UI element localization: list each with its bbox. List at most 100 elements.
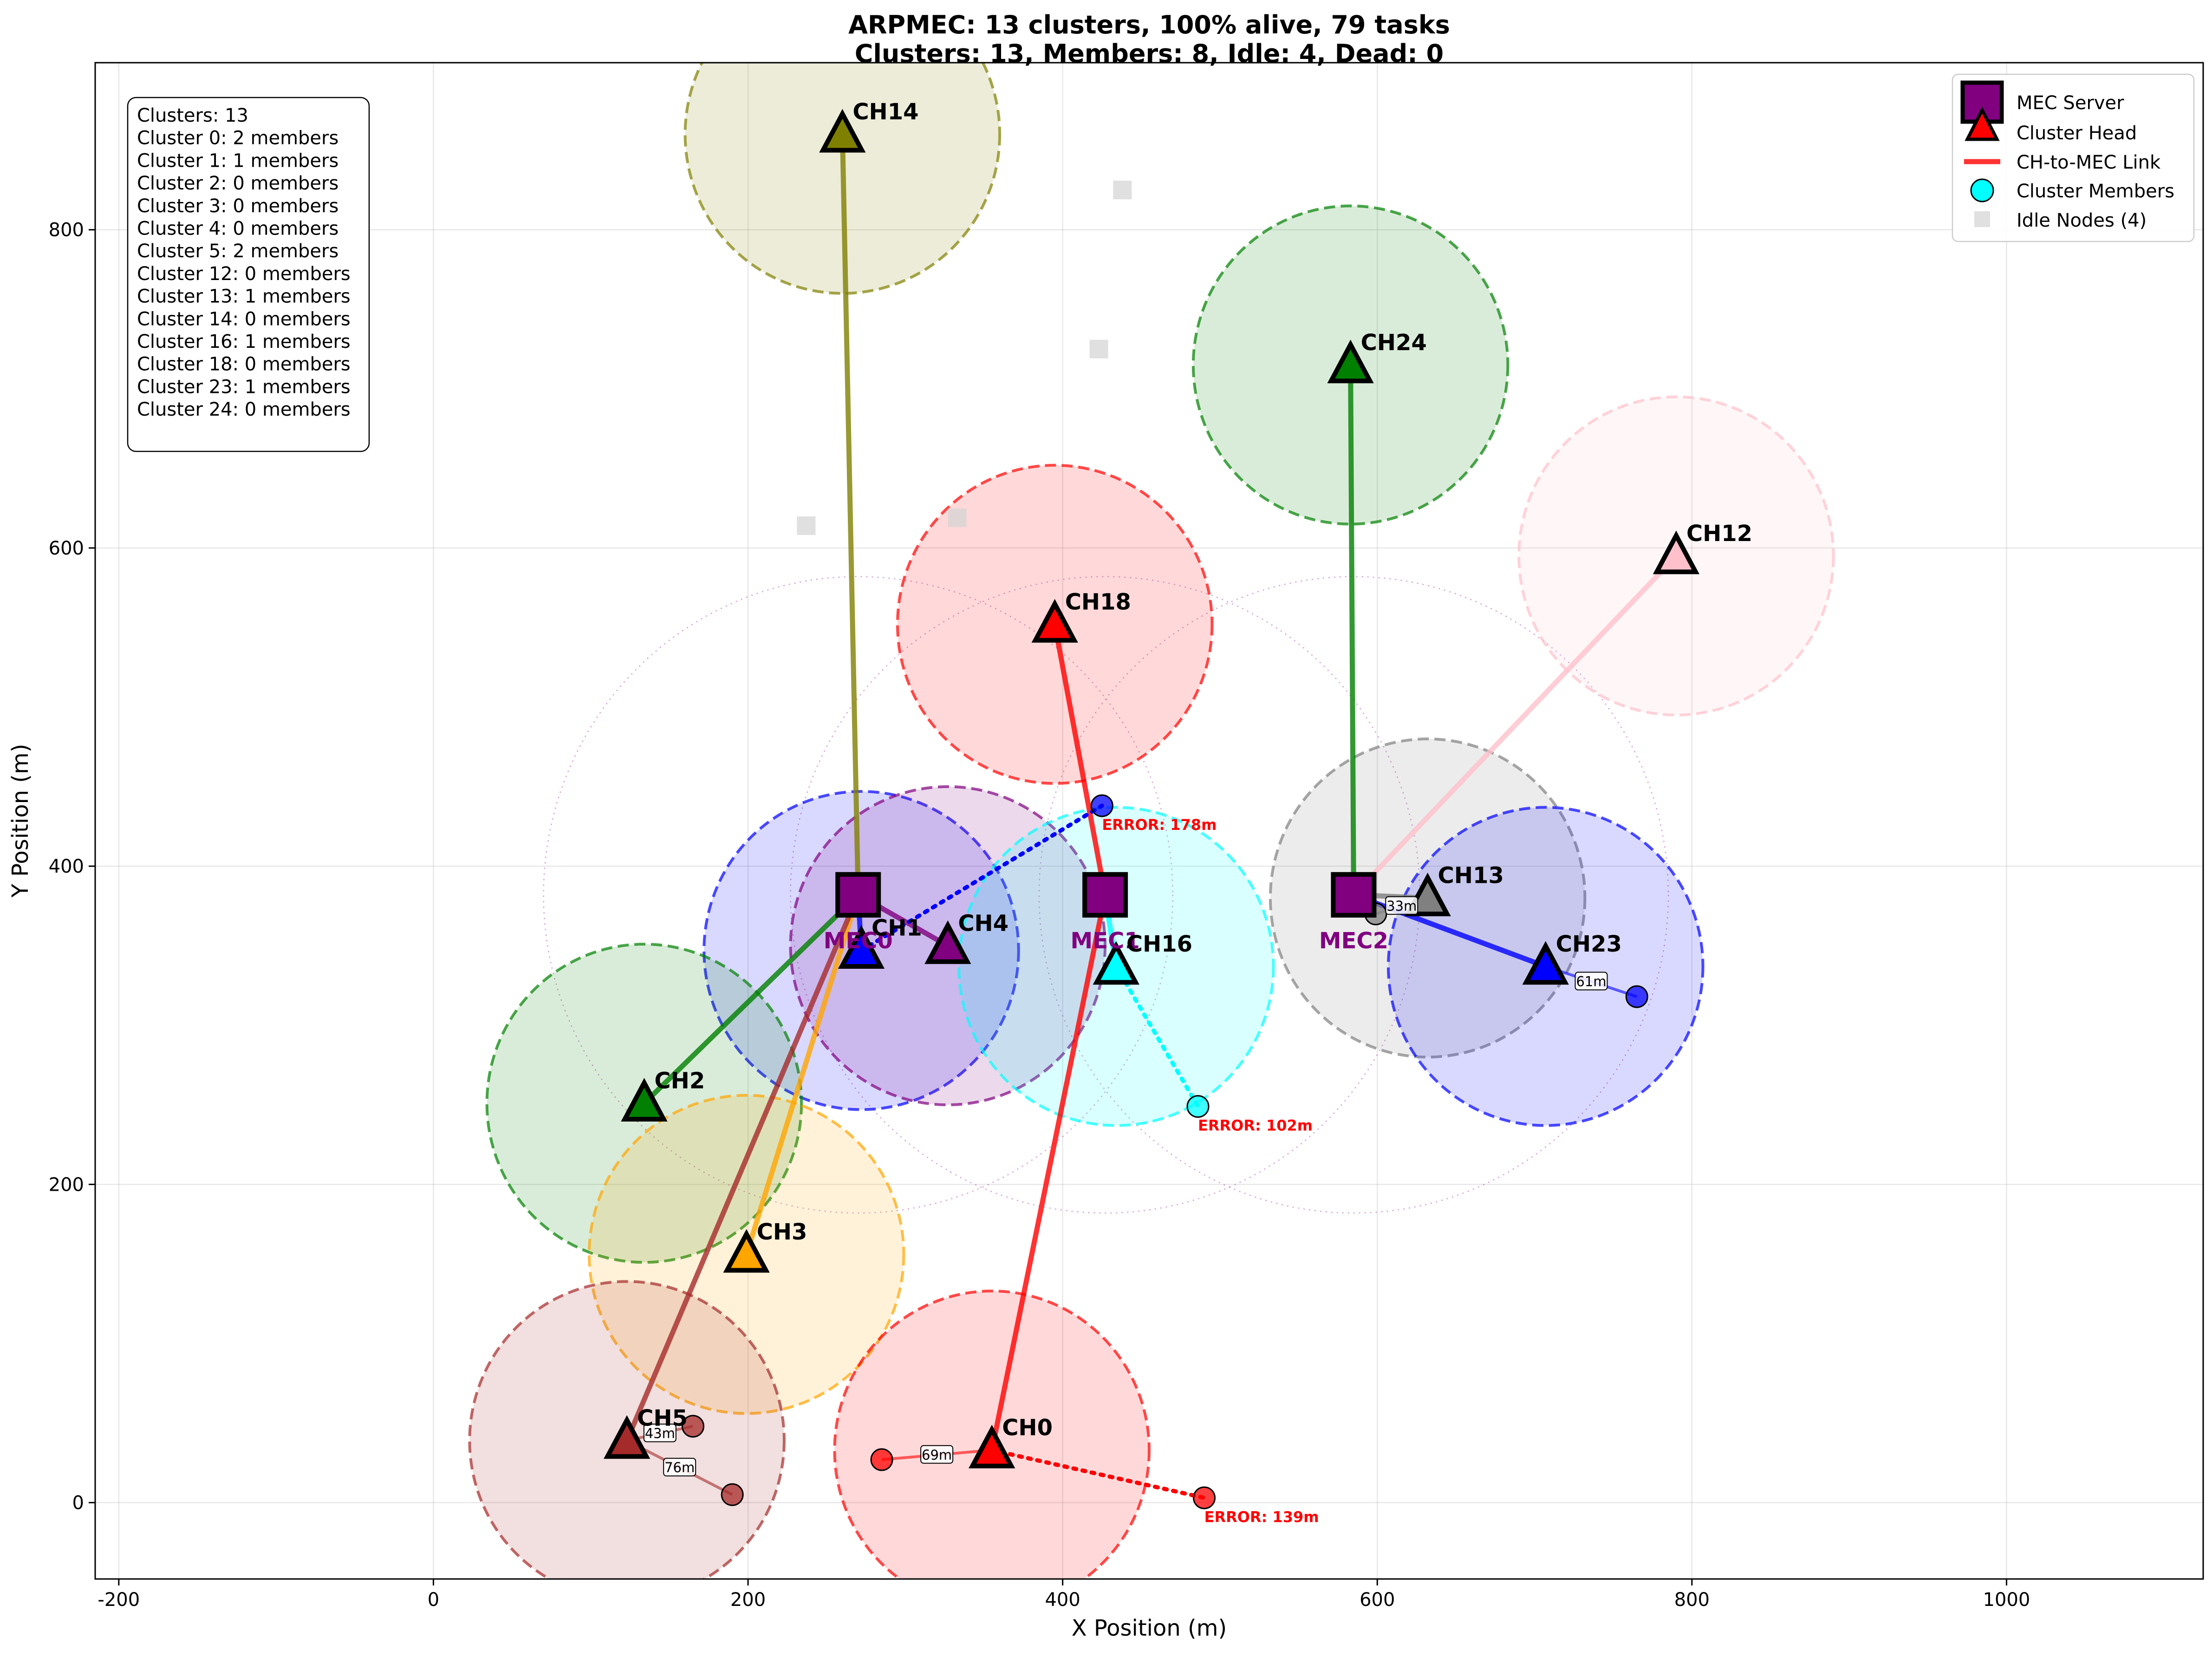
mec-0-label: MEC0 <box>824 928 893 954</box>
label-group: 69m ERROR: 139m ERROR: 178m 43m 76m 33m ERROR:… <box>637 99 1752 1526</box>
ch12-marker <box>1652 530 1700 574</box>
legend: MEC Server Cluster Head CH-to-MEC Link C… <box>1952 73 2195 242</box>
ch24-mec-link <box>1348 365 1356 895</box>
y-tick-label: 200 <box>49 1174 84 1195</box>
m23-dist-box <box>1574 972 1608 991</box>
chart-title-line-1: ARPMEC: 13 clusters, 100% alive, 79 task… <box>848 10 1450 39</box>
ch1-label: CH1 <box>872 915 922 941</box>
mec-2-label: MEC2 <box>1319 928 1388 954</box>
m16-node <box>1186 1095 1210 1118</box>
ch16-label: CH16 <box>1126 931 1192 957</box>
plot-frame <box>94 62 2204 1580</box>
mec-0-server <box>835 872 881 918</box>
idle-node <box>1089 339 1108 359</box>
x-tick-label: 400 <box>1045 1589 1080 1611</box>
mec-2-server <box>1331 872 1377 918</box>
idle-node <box>797 516 816 535</box>
ch-mec-link-group <box>625 134 1678 1451</box>
idle-node <box>1113 181 1132 200</box>
x-tick-label: -200 <box>98 1589 140 1611</box>
ch23-marker <box>1522 941 1569 985</box>
legend-member-icon <box>1970 178 1994 202</box>
mec-1-server <box>1082 872 1128 918</box>
mec-2-range <box>1038 576 1669 1214</box>
info-line: Cluster 23: 1 members <box>137 376 351 398</box>
m16-error-label: ERROR: 102m <box>1198 1116 1313 1134</box>
member-node-group <box>681 794 1648 1509</box>
ch0-mec-link <box>989 894 1108 1451</box>
info-line: Cluster 5: 2 members <box>137 241 338 262</box>
ch1-marker <box>838 925 885 969</box>
plot-area: 69m ERROR: 139m ERROR: 178m 43m 76m 33m ERROR:… <box>468 63 1835 1579</box>
ch5-label: CH5 <box>637 1405 688 1431</box>
m0a-dist-label: 69m <box>922 1447 952 1463</box>
m0b-error-link <box>989 1448 1207 1500</box>
ch16-marker <box>1093 941 1139 985</box>
m23-node <box>1625 985 1648 1008</box>
m0a-node <box>870 1448 893 1471</box>
ch3-label: CH3 <box>757 1219 807 1245</box>
legend-label-ch: Cluster Head <box>2017 123 2137 144</box>
y-tick-label: 0 <box>72 1493 84 1514</box>
m0a-dist-box <box>920 1445 954 1464</box>
legend-label-idle: Idle Nodes (4) <box>2017 210 2147 231</box>
m5a-node <box>681 1415 704 1438</box>
info-line: Cluster 4: 0 members <box>137 218 338 240</box>
x-tick-label: 200 <box>730 1589 766 1611</box>
info-line: Cluster 2: 0 members <box>137 173 338 194</box>
info-line: Cluster 16: 1 members <box>137 331 351 352</box>
ch14-label: CH14 <box>852 99 918 125</box>
info-line: Cluster 1: 1 members <box>137 150 338 171</box>
ch12-label: CH12 <box>1686 521 1752 547</box>
ch14-marker <box>819 109 866 153</box>
x-axis-label: X Position (m) <box>1072 1615 1227 1641</box>
legend-ch-icon <box>1965 106 2000 141</box>
x-tick-label: 800 <box>1674 1589 1710 1611</box>
m5a-dist-label: 43m <box>645 1426 675 1442</box>
idle-node <box>948 508 967 527</box>
y-tick-label: 400 <box>49 856 84 877</box>
info-line: Cluster 3: 0 members <box>137 196 338 217</box>
m5a-dist-box <box>643 1423 677 1442</box>
ch4-label: CH4 <box>958 910 1008 936</box>
cluster-head-group <box>604 109 1700 1468</box>
ch2-label: CH2 <box>654 1068 705 1094</box>
m5b-dist-label: 76m <box>664 1460 695 1475</box>
m0b-error-label: ERROR: 139m <box>1204 1508 1319 1526</box>
ch5-marker <box>604 1415 651 1459</box>
ch23-label: CH23 <box>1556 931 1622 957</box>
m13-dist-label: 33m <box>1386 898 1417 914</box>
ch12-mec-link <box>1352 554 1678 897</box>
m1-node <box>1090 794 1113 817</box>
m16-error-link <box>1114 964 1200 1109</box>
ch18-label: CH18 <box>1065 589 1131 615</box>
ch13-label: CH13 <box>1438 863 1504 889</box>
info-line: Cluster 0: 2 members <box>137 128 338 149</box>
legend-idle-icon <box>1974 211 1990 227</box>
mec-server-group <box>835 872 1377 918</box>
ch24-label: CH24 <box>1361 330 1427 356</box>
ch0-marker <box>969 1424 1015 1468</box>
ch24-marker <box>1327 339 1374 384</box>
m1-error-label: ERROR: 178m <box>1102 816 1217 834</box>
grid <box>95 63 2203 1579</box>
ch18-marker <box>1031 599 1078 643</box>
y-axis-label: Y Position (m) <box>7 744 33 898</box>
m1-error-link <box>859 803 1104 953</box>
ch5-mec-link <box>625 894 861 1442</box>
legend-frame <box>1952 73 2195 242</box>
info-line: Cluster 18: 0 members <box>137 354 351 375</box>
legend-label-member: Cluster Members <box>2017 181 2174 202</box>
info-box-frame <box>127 97 370 452</box>
x-tick-label: 0 <box>428 1589 439 1611</box>
legend-label-mec: MEC Server <box>2017 92 2124 114</box>
info-line: Cluster 13: 1 members <box>137 286 351 307</box>
ch2-mec-link <box>642 893 860 1105</box>
x-tick-label: 600 <box>1360 1589 1395 1611</box>
y-tick-label: 600 <box>49 538 84 559</box>
idle-node-group <box>797 181 1132 535</box>
info-line: Cluster 24: 0 members <box>137 399 351 420</box>
ch3-marker <box>723 1229 770 1273</box>
